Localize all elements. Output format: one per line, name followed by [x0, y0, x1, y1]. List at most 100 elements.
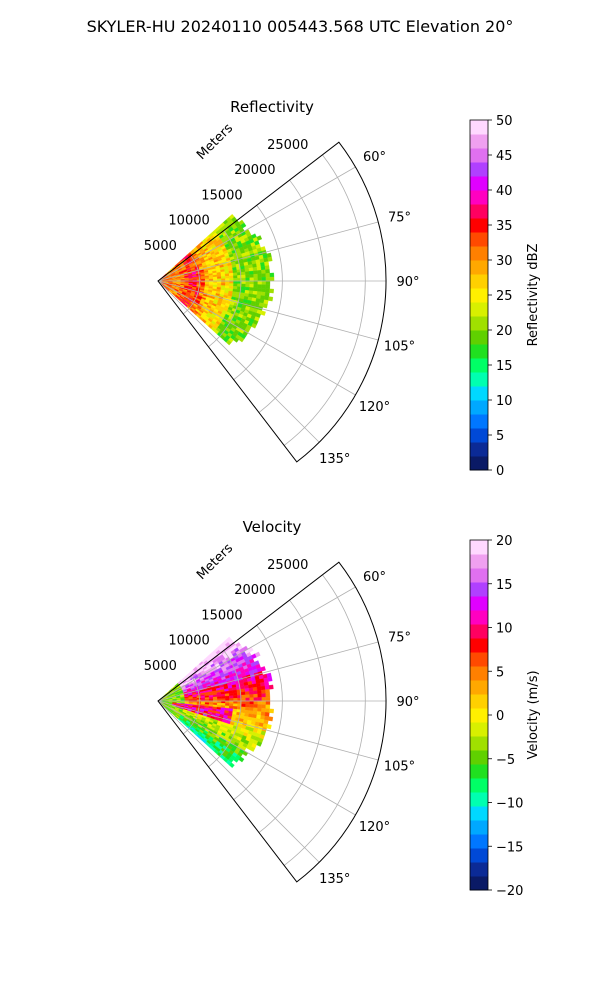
colorbar-tick-label: −5: [496, 753, 515, 768]
radar-cell: [257, 269, 262, 275]
radar-cell: [204, 697, 210, 700]
colorbar-swatch: [470, 246, 488, 261]
radar-cell: [257, 280, 263, 285]
radar-cell: [248, 267, 254, 272]
colorbar-swatch: [470, 764, 488, 779]
colorbar-swatch: [470, 792, 488, 807]
radar-cell: [257, 277, 263, 282]
angle-tick-label: 75°: [388, 630, 411, 645]
colorbar-swatch: [470, 722, 488, 737]
radar-cell: [228, 272, 234, 277]
colorbar-swatch: [470, 820, 488, 835]
colorbar-swatch: [470, 708, 488, 723]
colorbar-swatch: [470, 134, 488, 149]
colorbar-tick-label: 20: [496, 534, 513, 549]
colorbar-swatch: [470, 386, 488, 401]
radar-cell: [261, 704, 267, 709]
colorbar-tick-label: −10: [496, 797, 523, 812]
radar-cell: [249, 746, 256, 752]
range-ring: [233, 625, 283, 800]
reflectivity-panel: 60° 75° 90° 105° 120° 135° 5000 10000 15000 20000…: [144, 98, 420, 467]
radar-cell: [233, 698, 238, 702]
azimuth-gridline: [157, 700, 320, 863]
colorbar-swatch: [470, 848, 488, 863]
reflectivity-colorbar: 0 5 10 15 20 25 30 35 40 45 50 Reflectivity dBZ: [469, 114, 541, 479]
plot-frame: [157, 141, 387, 463]
colorbar-swatch: [470, 610, 488, 625]
radar-cell: [261, 708, 266, 713]
radar-cell: [233, 278, 238, 282]
angle-tick-label: 60°: [363, 150, 386, 165]
radar-cell: [240, 688, 246, 693]
radar-cell: [264, 265, 270, 270]
colorbar-swatch: [470, 302, 488, 317]
radar-cell: [267, 256, 273, 262]
radar-cell: [257, 704, 262, 709]
radar-cell: [265, 288, 270, 293]
colorbar-tick-label: 40: [496, 184, 513, 199]
range-ring: [208, 650, 242, 768]
radar-cell: [233, 700, 238, 704]
velocity-panel: 60° 75° 90° 105° 120° 135° 5000 10000 15000 20000…: [144, 518, 420, 887]
radar-cell: [261, 284, 267, 289]
colorbar-tick-label: 5: [496, 429, 504, 444]
radar-cell: [265, 269, 270, 274]
radar-cell: [261, 697, 267, 702]
colorbar-swatch: [470, 778, 488, 793]
azimuth-gridline: [157, 280, 320, 443]
radar-cell: [245, 280, 250, 285]
radar-cell: [225, 339, 232, 346]
colorbar-swatch: [470, 652, 488, 667]
radar-cell: [253, 284, 258, 289]
radar-cell: [233, 695, 238, 699]
colorbar-swatch: [470, 260, 488, 275]
radar-cell: [265, 704, 271, 709]
radar-cell: [265, 696, 271, 702]
colorbar-swatch: [470, 400, 488, 415]
radar-cell: [260, 666, 266, 672]
radar-cell: [262, 303, 268, 309]
radar-cell: [208, 276, 214, 280]
radar-cell: [260, 265, 266, 271]
radar-cell: [253, 704, 258, 709]
radar-cell: [266, 724, 272, 730]
colorbar-swatch: [470, 274, 488, 289]
colorbar-swatch: [470, 554, 488, 569]
colorbar-swatch: [470, 862, 488, 877]
radar-cell: [240, 691, 246, 696]
range-ring: [258, 599, 325, 833]
figure-suptitle: SKYLER-HU 20240110 005443.568 UTC Elevat…: [87, 17, 514, 36]
radar-cell: [225, 703, 230, 707]
radar-cell: [268, 684, 274, 690]
range-ring: [233, 205, 283, 380]
colorbar-swatch: [470, 736, 488, 751]
radar-cell: [264, 292, 270, 297]
radar-cell: [245, 286, 250, 291]
radar-cell: [225, 283, 230, 287]
radar-field: [159, 213, 275, 346]
radar-cell: [260, 685, 266, 691]
radar-cell: [225, 275, 230, 279]
colorbar-label: Reflectivity dBZ: [526, 244, 541, 347]
range-tick-label: 20000: [234, 163, 275, 178]
radar-cell: [254, 651, 261, 658]
radar-cell: [253, 697, 258, 702]
radar-cell: [269, 288, 274, 294]
angle-tick-label: 90°: [396, 275, 419, 290]
radar-cell: [233, 280, 238, 284]
radar-cell: [224, 273, 230, 277]
radar-cell: [249, 274, 254, 278]
radar-cell: [268, 296, 274, 302]
colorbar-swatch: [470, 372, 488, 387]
radar-cell: [241, 700, 246, 705]
angle-tick-label: 60°: [363, 570, 386, 585]
radar-cell: [261, 288, 266, 293]
colorbar-swatch: [470, 596, 488, 611]
colorbar-swatch: [470, 358, 488, 373]
radar-cell: [256, 682, 262, 688]
radar-cell: [249, 707, 254, 712]
angle-tick-label: 135°: [319, 452, 350, 467]
angle-tick-label: 135°: [319, 872, 350, 887]
radar-cell: [261, 689, 266, 694]
colorbar-swatch: [470, 190, 488, 205]
